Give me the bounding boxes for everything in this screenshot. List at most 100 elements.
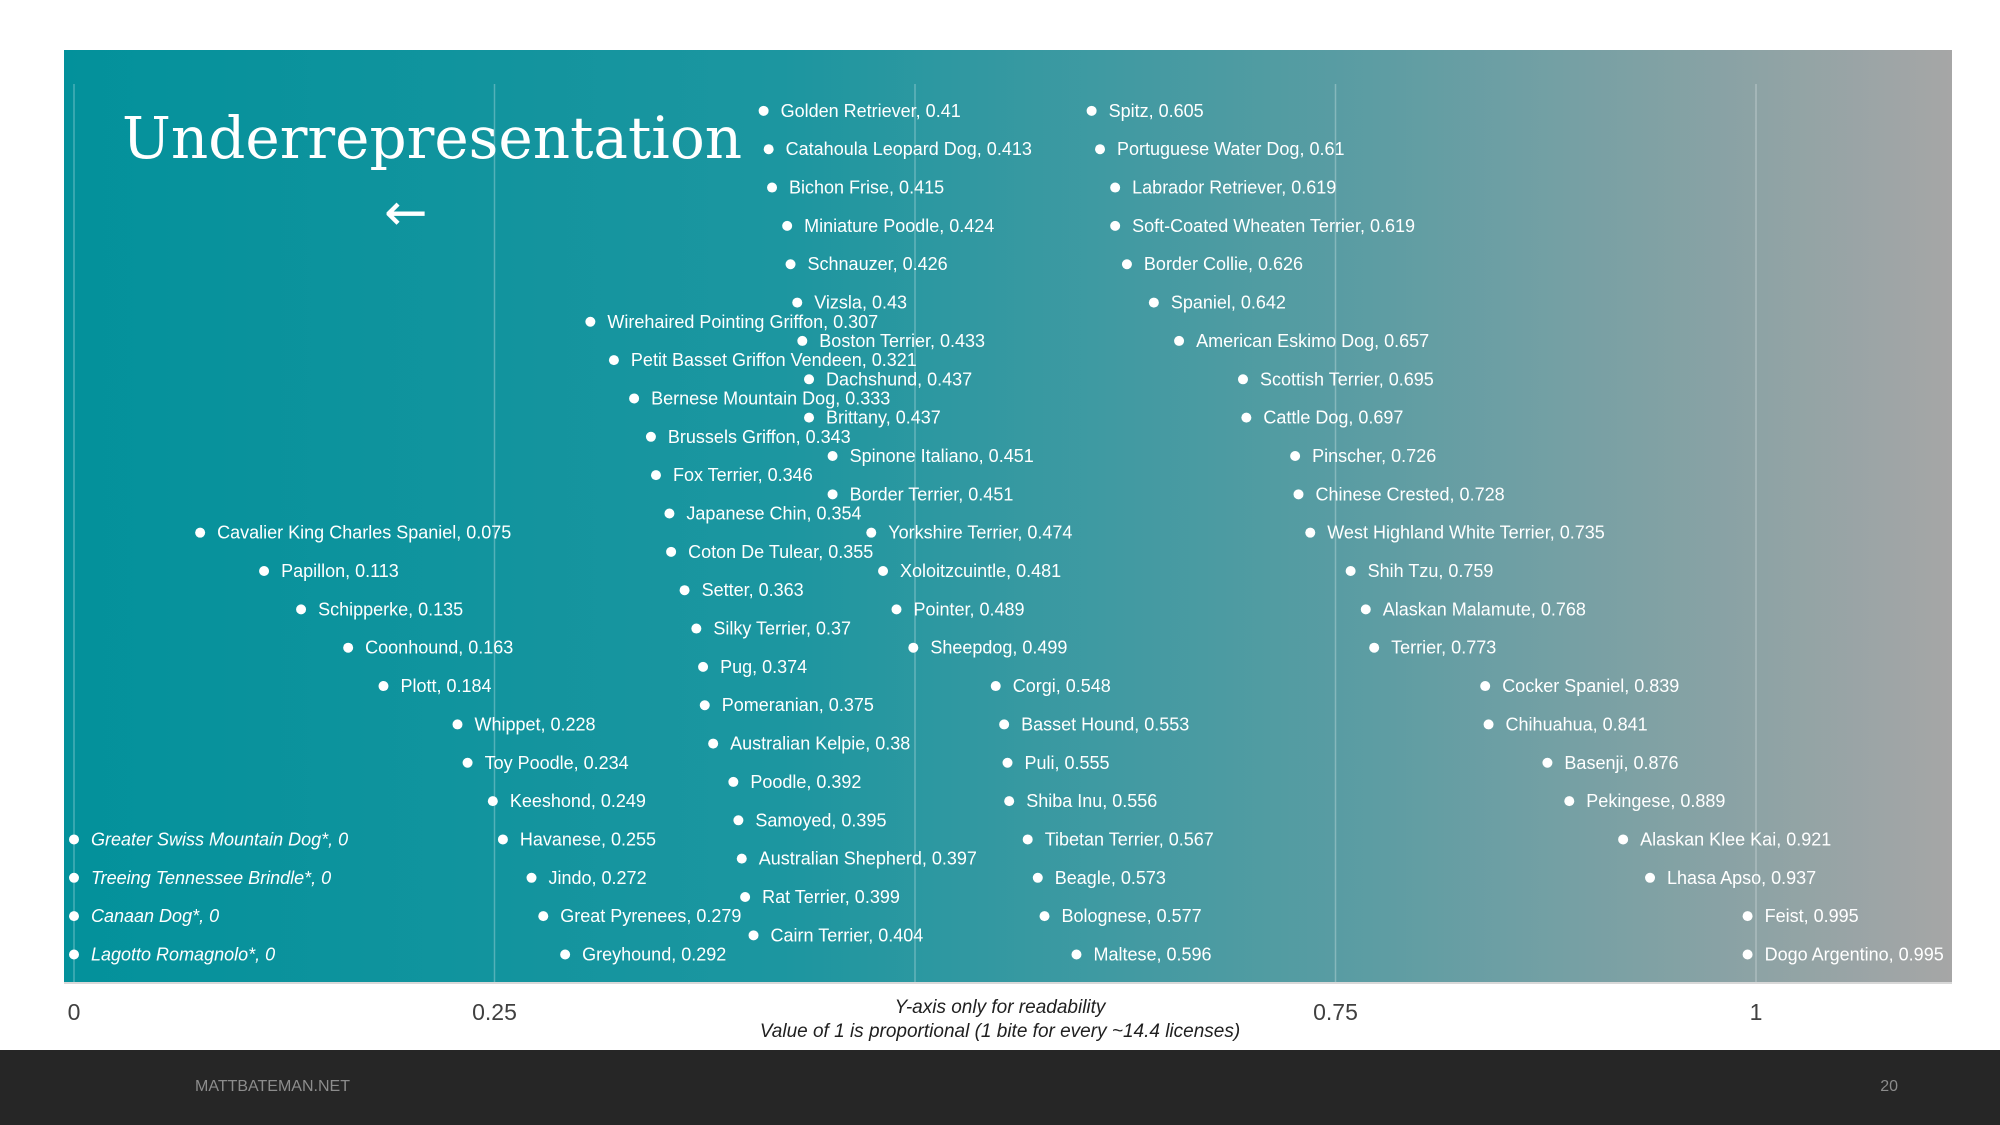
data-label: Spinone Italiano, 0.451 [850, 446, 1034, 466]
data-point [1174, 335, 1185, 346]
data-label: Maltese, 0.596 [1093, 944, 1211, 964]
data-point [1360, 604, 1371, 615]
data-label: Lagotto Romagnolo*, 0 [91, 944, 275, 964]
data-point [1110, 220, 1121, 231]
data-point [679, 585, 690, 596]
page-number: 20 [1880, 1078, 1898, 1095]
data-label: Shih Tzu, 0.759 [1368, 561, 1494, 581]
data-label: American Eskimo Dog, 0.657 [1196, 331, 1429, 351]
data-label: Chinese Crested, 0.728 [1315, 484, 1504, 504]
data-label: Lhasa Apso, 0.937 [1667, 868, 1816, 888]
data-label: Pointer, 0.489 [913, 599, 1024, 619]
data-label: Dachshund, 0.437 [826, 369, 972, 389]
data-point [1148, 297, 1159, 308]
data-label: Tibetan Terrier, 0.567 [1045, 829, 1214, 849]
data-label: Schipperke, 0.135 [318, 599, 463, 619]
data-label: Alaskan Klee Kai, 0.921 [1640, 829, 1831, 849]
data-point [1305, 527, 1316, 538]
data-point [1121, 259, 1132, 270]
data-label: Poodle, 0.392 [750, 772, 861, 792]
data-point [1022, 834, 1033, 845]
data-point [1345, 566, 1356, 577]
data-label: Catahoula Leopard Dog, 0.413 [786, 139, 1032, 159]
x-tick-label: 0 [68, 999, 81, 1025]
data-point [1241, 412, 1252, 423]
data-point [785, 259, 796, 270]
data-point [878, 566, 889, 577]
data-label: Bernese Mountain Dog, 0.333 [651, 388, 890, 408]
x-tick-label: 1 [1750, 999, 1763, 1025]
data-label: Cairn Terrier, 0.404 [771, 925, 924, 945]
data-label: Setter, 0.363 [702, 580, 804, 600]
data-label: Papillon, 0.113 [281, 561, 399, 581]
data-label: Brussels Griffon, 0.343 [668, 427, 851, 447]
x-axis-ticks: 0 0.25 0.75 1 [68, 999, 1763, 1025]
data-label: Greater Swiss Mountain Dog*, 0 [91, 829, 348, 849]
data-point [1564, 796, 1575, 807]
data-label: Brittany, 0.437 [826, 408, 941, 428]
data-point [497, 834, 508, 845]
data-point [526, 872, 537, 883]
data-label: Beagle, 0.573 [1055, 868, 1166, 888]
data-point [1032, 872, 1043, 883]
data-label: Spitz, 0.605 [1109, 101, 1204, 121]
data-point [629, 393, 640, 404]
data-label: Pomeranian, 0.375 [722, 695, 874, 715]
data-label: Border Terrier, 0.451 [850, 484, 1014, 504]
data-point [748, 930, 759, 941]
data-point [792, 297, 803, 308]
data-label: Sheepdog, 0.499 [930, 638, 1067, 658]
data-point [767, 182, 778, 193]
data-point [804, 412, 815, 423]
data-point [763, 144, 774, 155]
data-point [195, 527, 206, 538]
left-arrow-icon: ← [384, 183, 428, 243]
data-label: Yorkshire Terrier, 0.474 [888, 523, 1072, 543]
data-point [585, 316, 596, 327]
data-label: Xoloitzcuintle, 0.481 [900, 561, 1061, 581]
data-label: Coonhound, 0.163 [365, 638, 513, 658]
data-point [1086, 105, 1097, 116]
data-point [1742, 911, 1753, 922]
data-points: Golden Retriever, 0.41 Catahoula Leopard … [69, 101, 1944, 964]
data-point [1542, 757, 1553, 768]
data-label: Cattle Dog, 0.697 [1263, 408, 1403, 428]
data-label: Japanese Chin, 0.354 [686, 503, 861, 523]
data-label: Great Pyrenees, 0.279 [560, 906, 741, 926]
data-label: Alaskan Malamute, 0.768 [1383, 599, 1586, 619]
data-point [908, 642, 919, 653]
data-label: Portuguese Water Dog, 0.61 [1117, 139, 1344, 159]
axis-note-1: Y-axis only for readability [895, 997, 1107, 1018]
data-point [1480, 681, 1491, 692]
data-label: Scottish Terrier, 0.695 [1260, 369, 1434, 389]
axis-note-2: Value of 1 is proportional (1 bite for e… [760, 1021, 1240, 1042]
data-point [462, 757, 473, 768]
data-point [804, 374, 815, 385]
data-point [538, 911, 549, 922]
data-point [866, 527, 877, 538]
data-point [664, 508, 675, 519]
data-point [296, 604, 307, 615]
slide-footer: MATTBATEMAN.NET 20 [0, 1050, 2000, 1125]
data-label: Silky Terrier, 0.37 [713, 619, 851, 639]
data-point [1002, 757, 1013, 768]
data-label: Labrador Retriever, 0.619 [1132, 178, 1336, 198]
data-label: Border Collie, 0.626 [1144, 254, 1303, 274]
data-point [1293, 489, 1304, 500]
data-point [1290, 450, 1301, 461]
data-point [1237, 374, 1248, 385]
data-label: Rat Terrier, 0.399 [762, 887, 900, 907]
data-label: Havanese, 0.255 [520, 829, 656, 849]
data-point [608, 355, 619, 366]
data-point [891, 604, 902, 615]
data-label: Pekingese, 0.889 [1586, 791, 1725, 811]
data-label: Petit Basset Griffon Vendeen, 0.321 [631, 350, 917, 370]
data-point [1742, 949, 1753, 960]
data-label: Whippet, 0.228 [474, 714, 595, 734]
data-label: Feist, 0.995 [1765, 906, 1859, 926]
data-label: West Highland White Terrier, 0.735 [1327, 523, 1604, 543]
data-point [1004, 796, 1015, 807]
data-point [343, 642, 354, 653]
data-point [666, 546, 677, 557]
data-label: Keeshond, 0.249 [510, 791, 646, 811]
